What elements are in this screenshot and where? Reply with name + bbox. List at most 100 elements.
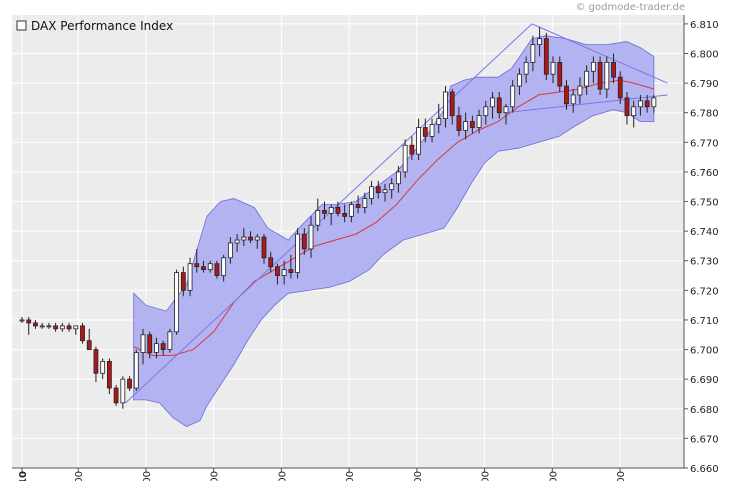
candle xyxy=(523,56,529,84)
candle xyxy=(369,180,374,205)
candle-body xyxy=(194,263,200,268)
candle-body xyxy=(517,73,522,87)
candle xyxy=(422,118,428,143)
candle-body xyxy=(342,212,348,217)
candle-body xyxy=(33,322,38,327)
candle-body xyxy=(443,91,448,120)
candle xyxy=(19,317,25,323)
candle xyxy=(187,257,193,297)
candle xyxy=(570,89,576,113)
candle xyxy=(409,136,415,161)
candle xyxy=(201,260,206,273)
candle xyxy=(207,260,213,273)
y-axis: 6.660 6.670 6.680 6.690 6.700 6.710 6.720 6.730… xyxy=(683,15,719,475)
y-tick-label: 6.680 xyxy=(690,405,719,416)
candle-body xyxy=(348,204,354,217)
candle xyxy=(402,139,408,178)
x-axis: 08:10 09:00 10:00 11:00 12:00 13:00 14:00 15:00… xyxy=(12,467,684,481)
candle xyxy=(342,204,348,223)
candle-body xyxy=(550,61,556,75)
candle-body xyxy=(214,263,220,276)
candle-body xyxy=(227,242,233,259)
candle-body xyxy=(241,236,247,241)
candle-body xyxy=(133,352,139,389)
candle-body xyxy=(651,97,657,108)
candle-body xyxy=(53,325,59,330)
x-tick-label: 11:00 xyxy=(210,471,221,481)
x-tick-label: 12:00 xyxy=(277,471,288,481)
candle xyxy=(375,180,381,199)
candle-body xyxy=(638,100,643,108)
candle-body xyxy=(207,263,213,271)
candle xyxy=(624,91,630,125)
candle-body xyxy=(201,266,206,271)
candle-body xyxy=(328,207,334,214)
candle-body xyxy=(106,361,112,389)
candle-body xyxy=(154,343,159,353)
candle-body xyxy=(510,85,516,108)
candle xyxy=(73,325,79,335)
candle xyxy=(644,94,650,113)
bollinger-band xyxy=(133,35,655,427)
candle-body xyxy=(174,272,180,333)
candle xyxy=(281,260,287,285)
candle-body xyxy=(449,91,455,117)
y-tick-label: 6.740 xyxy=(690,227,719,238)
candle xyxy=(106,358,112,394)
legend-square-icon xyxy=(16,20,27,31)
candle-body xyxy=(564,85,569,105)
candle-body xyxy=(254,236,260,241)
candle-body xyxy=(140,334,146,353)
candle xyxy=(261,234,267,264)
candle xyxy=(355,195,361,214)
candle xyxy=(638,94,643,116)
candle xyxy=(449,89,455,125)
candle-body xyxy=(631,106,637,117)
candle xyxy=(389,177,395,199)
candle-body xyxy=(268,257,274,268)
candle-body xyxy=(93,349,99,374)
candle-body xyxy=(463,121,469,131)
candle-body xyxy=(422,127,428,137)
candle-body xyxy=(584,70,590,87)
candle-body xyxy=(389,183,395,191)
candle xyxy=(362,192,368,214)
candle-body xyxy=(355,204,361,208)
y-tick-label: 6.750 xyxy=(690,198,719,209)
candle xyxy=(530,35,536,72)
candle xyxy=(490,91,495,119)
candle-body xyxy=(476,115,482,128)
candle-body xyxy=(436,118,442,125)
candle xyxy=(221,254,227,282)
candle-body xyxy=(120,378,126,404)
candlesticks xyxy=(19,26,657,409)
candle-body xyxy=(147,334,153,353)
y-tick-label: 6.690 xyxy=(690,375,719,386)
bollinger-band-area xyxy=(133,35,655,427)
candle xyxy=(113,385,119,406)
candle xyxy=(133,349,139,392)
y-tick-label: 6.810 xyxy=(690,20,719,31)
candle xyxy=(66,322,72,332)
candle-body xyxy=(73,325,79,330)
x-tick-label: 09:00 xyxy=(74,471,85,481)
candle-body xyxy=(375,186,381,194)
candle xyxy=(53,322,59,332)
candle-body xyxy=(167,331,173,350)
x-tick-label: 14:00 xyxy=(413,471,424,481)
candle xyxy=(93,346,99,383)
candle-body xyxy=(503,106,509,114)
candle xyxy=(416,118,421,161)
candle-body xyxy=(396,171,401,185)
candle-body xyxy=(557,61,563,87)
candle xyxy=(46,322,52,329)
y-tick-label: 6.720 xyxy=(690,286,719,297)
candle xyxy=(584,65,590,95)
candle xyxy=(180,266,186,297)
candle-body xyxy=(26,319,32,324)
candle-body xyxy=(39,325,45,328)
candle xyxy=(160,340,166,356)
candle xyxy=(26,317,32,335)
